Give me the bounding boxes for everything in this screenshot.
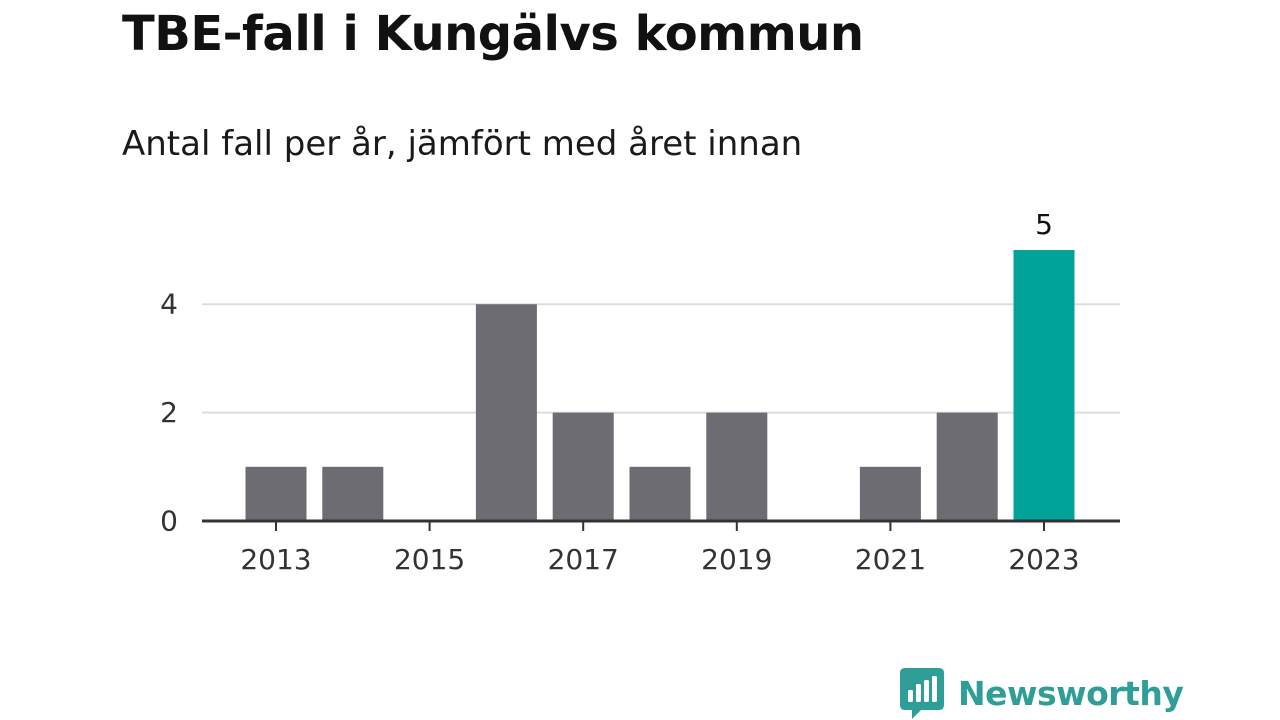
brand-footer: Newsworthy bbox=[900, 668, 1184, 720]
bar-highlight bbox=[1013, 250, 1075, 521]
bars bbox=[245, 250, 1075, 521]
bar bbox=[245, 466, 307, 521]
x-tick-label: 2021 bbox=[855, 543, 926, 576]
x-tick-label: 2017 bbox=[548, 543, 619, 576]
labels: 0 2 4 2013 2015 2017 2019 2021 2023 5 bbox=[160, 208, 1079, 576]
bar-chart: 0 2 4 2013 2015 2017 2019 2021 2023 5 bbox=[160, 208, 1120, 576]
y-tick-label: 4 bbox=[160, 288, 178, 321]
x-tick-label: 2015 bbox=[394, 543, 465, 576]
gridlines bbox=[202, 303, 1120, 414]
bar bbox=[475, 304, 537, 521]
x-tick-label: 2019 bbox=[701, 543, 772, 576]
x-axis bbox=[202, 519, 1120, 531]
y-tick-label: 0 bbox=[160, 505, 178, 538]
bar bbox=[936, 412, 998, 521]
bar bbox=[629, 466, 691, 521]
bar bbox=[322, 466, 384, 521]
y-tick-label: 2 bbox=[160, 396, 178, 429]
x-tick-label: 2013 bbox=[240, 543, 311, 576]
x-tick-label: 2023 bbox=[1008, 543, 1079, 576]
value-label: 5 bbox=[1035, 208, 1053, 241]
brand-name: Newsworthy bbox=[958, 674, 1184, 713]
bar bbox=[706, 412, 768, 521]
chart-title: TBE-fall i Kungälvs kommun bbox=[122, 6, 864, 62]
chart-subtitle: Antal fall per år, jämfört med året inna… bbox=[122, 124, 803, 164]
bar bbox=[552, 412, 614, 521]
bar-chart-speech-bubble-icon bbox=[900, 668, 944, 719]
bar bbox=[859, 466, 921, 521]
